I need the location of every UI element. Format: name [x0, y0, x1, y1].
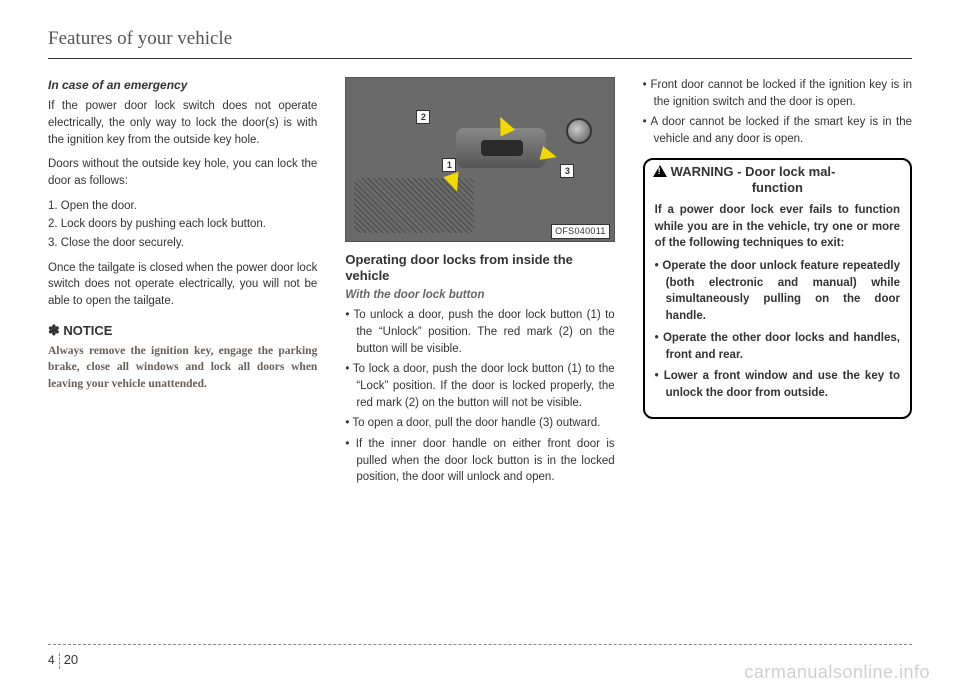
content-columns: In case of an emergency If the power doo…: [48, 77, 912, 490]
page-header: Features of your vehicle: [48, 28, 912, 56]
manual-page: Features of your vehicle In case of an e…: [0, 0, 960, 689]
door-lock-figure: 1 2 3 OFS040011: [345, 77, 614, 242]
warning-subtitle-line2: function: [645, 179, 910, 200]
warning-subtitle-line1: - Door lock mal-: [737, 164, 835, 179]
bullet-item: If the inner door handle on either front…: [345, 436, 614, 486]
bullet-list: Front door cannot be locked if the ignit…: [643, 77, 912, 148]
chapter-number: 4: [48, 653, 55, 667]
paragraph: If the power door lock switch does not o…: [48, 98, 317, 148]
notice-label: ✽ NOTICE: [48, 320, 317, 341]
callout-1: 1: [442, 158, 456, 172]
bullet-item: To lock a door, push the door lock butto…: [345, 361, 614, 411]
page-num-separator: [59, 653, 60, 669]
column-middle: 1 2 3 OFS040011 Operating door locks fro…: [345, 77, 614, 490]
column-right: Front door cannot be locked if the ignit…: [643, 77, 912, 490]
numbered-steps: 1. Open the door. 2. Lock doors by pushi…: [48, 198, 317, 252]
section-head-operating: Operating door locks from inside the veh…: [345, 252, 614, 285]
warning-box: WARNING - Door lock mal- function If a p…: [643, 158, 912, 419]
warning-body: If a power door lock ever fails to funct…: [645, 200, 910, 416]
bullet-item: To unlock a door, push the door lock but…: [345, 307, 614, 357]
door-handle-slot-graphic: [481, 140, 523, 156]
callout-3: 3: [560, 164, 574, 178]
warning-paragraph: If a power door lock ever fails to funct…: [655, 202, 900, 252]
notice-symbol: ✽: [48, 322, 60, 338]
bullet-item: A door cannot be locked if the smart key…: [643, 114, 912, 147]
bullet-item: To open a door, pull the door handle (3)…: [345, 415, 614, 432]
figure-code: OFS040011: [551, 224, 610, 239]
footer-rule: [48, 644, 912, 645]
step-item: 3. Close the door securely.: [48, 235, 317, 252]
warning-bullet-item: Operate the door unlock feature repeated…: [655, 258, 900, 325]
warning-bullet-item: Lower a front window and use the key to …: [655, 368, 900, 401]
step-item: 1. Open the door.: [48, 198, 317, 215]
paragraph: Once the tailgate is closed when the pow…: [48, 260, 317, 310]
warning-heading: WARNING - Door lock mal-: [645, 160, 910, 182]
column-left: In case of an emergency If the power doo…: [48, 77, 317, 490]
warning-label: WARNING: [671, 164, 734, 179]
warning-bullet-item: Operate the other door locks and handles…: [655, 330, 900, 363]
header-rule: [48, 58, 912, 59]
step-item: 2. Lock doors by pushing each lock butto…: [48, 216, 317, 233]
notice-label-text: NOTICE: [63, 323, 112, 338]
notice-text: Always remove the ignition key, engage t…: [48, 343, 317, 393]
bullet-list: To unlock a door, push the door lock but…: [345, 307, 614, 486]
page-number: 4 20: [48, 652, 78, 669]
page-number-value: 20: [64, 652, 78, 667]
callout-2: 2: [416, 110, 430, 124]
subhead-emergency: In case of an emergency: [48, 77, 317, 94]
lock-button-graphic: [566, 118, 592, 144]
warning-triangle-icon: [653, 165, 667, 177]
watermark: carmanualsonline.info: [744, 662, 930, 683]
bullet-item: Front door cannot be locked if the ignit…: [643, 77, 912, 110]
warning-bullet-list: Operate the door unlock feature repeated…: [655, 258, 900, 401]
subhead-with-button: With the door lock button: [345, 287, 614, 304]
paragraph: Doors without the outside key hole, you …: [48, 156, 317, 189]
